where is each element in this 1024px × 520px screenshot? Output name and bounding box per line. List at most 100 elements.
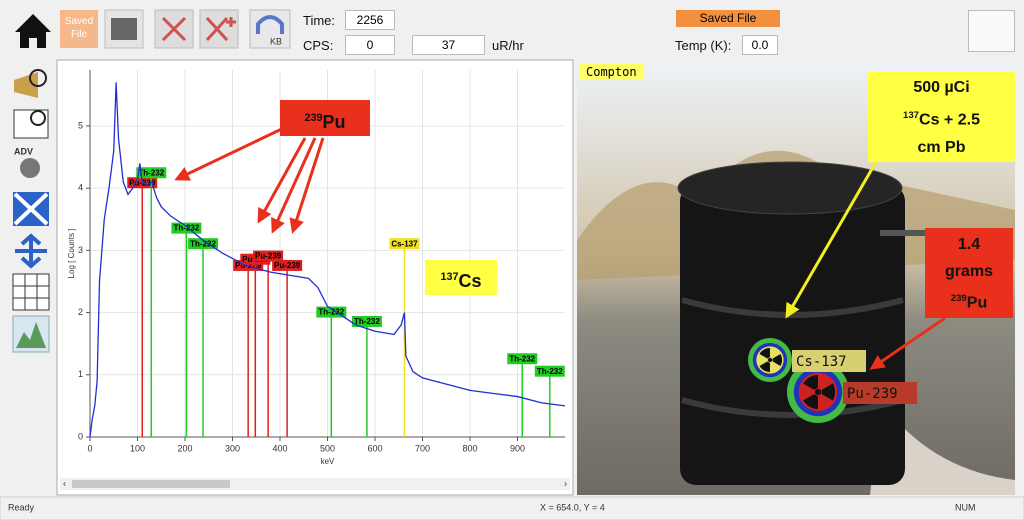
peak-label: Th-232 — [190, 239, 216, 248]
drum — [680, 185, 905, 485]
magnifier-icon — [29, 69, 47, 87]
x-axis-label: keV — [321, 457, 335, 466]
y-tick-label: 4 — [78, 183, 83, 193]
peak-tag — [272, 259, 303, 271]
arrow — [174, 123, 291, 181]
callout-line: grams — [944, 263, 994, 280]
arrow — [869, 316, 946, 370]
peak-tag — [316, 306, 347, 318]
mass-number: 239 — [304, 112, 323, 124]
marker-label: Cs-137 — [796, 354, 847, 370]
callout-line: 1.4 — [957, 236, 981, 253]
status-bar — [0, 496, 1024, 520]
y-tick-label: 0 — [78, 431, 83, 441]
cursor-coords: X = 654.0, Y = 4 — [540, 502, 605, 512]
arrow — [785, 154, 882, 319]
dose-unit: uR/hr — [492, 38, 524, 53]
scroll-thumb[interactable] — [72, 480, 230, 488]
peak-label: Th-232 — [318, 308, 344, 317]
x-tick-label: 600 — [367, 443, 382, 453]
x-tick-label: 900 — [510, 443, 525, 453]
trefoil-blade — [821, 383, 836, 401]
peak-label: Th-232 — [509, 354, 535, 363]
trefoil-blade — [759, 347, 770, 359]
peak-tag — [233, 259, 264, 271]
peak-tag — [188, 238, 219, 250]
y-tick-label: 2 — [78, 307, 83, 317]
peak-tag — [534, 365, 565, 377]
peak-label: Pu-239 — [235, 261, 262, 270]
x-tick-label: 400 — [272, 443, 287, 453]
scroll-right[interactable]: › — [564, 478, 567, 488]
x-tick-label: 500 — [320, 443, 335, 453]
home-icon[interactable] — [15, 14, 51, 48]
callout-line: 500 µCi — [913, 79, 970, 96]
marker-tag — [792, 350, 866, 372]
hose — [870, 400, 1015, 495]
callout-text: Cs + 2.5 — [919, 111, 980, 129]
kb-label: KB — [270, 36, 282, 46]
spectrum-line — [89, 82, 566, 438]
trefoil-blade — [803, 394, 818, 410]
callout-line: 137Cs + 2.5 — [868, 102, 1015, 134]
peak-tag — [389, 238, 420, 250]
gear-icon[interactable] — [20, 158, 40, 178]
element: Cs — [458, 271, 482, 291]
peak-label: Th-232 — [354, 317, 380, 326]
num-lock: NUM — [955, 502, 976, 512]
drum-lid — [677, 161, 903, 215]
x-tick-label: 0 — [87, 443, 92, 453]
magnet-icon — [256, 15, 284, 34]
mass-number: 239 — [950, 293, 967, 304]
marker-label: Pu-239 — [847, 386, 898, 402]
drum-handle — [880, 230, 935, 236]
dose-value: 37 — [412, 35, 485, 55]
time-label: Time: — [303, 13, 336, 28]
peak-label: Pu-239 — [274, 261, 301, 270]
clear-add-icon — [205, 16, 236, 42]
adv-label: ADV — [14, 146, 33, 156]
mass-number: 137 — [903, 110, 920, 121]
x-tick-label: 300 — [225, 443, 240, 453]
blank-panel — [968, 10, 1015, 52]
trefoil-center — [767, 357, 773, 363]
scroll-left[interactable]: ‹ — [63, 478, 66, 488]
tool-icon — [14, 72, 38, 98]
peak-tag — [253, 250, 284, 262]
trefoil-blade — [803, 374, 818, 390]
peak-label: Th-232 — [174, 224, 200, 233]
source-callout: 500 µCi 137Cs + 2.5 cm Pb — [868, 72, 1015, 162]
saved-file-button[interactable]: Saved File — [60, 10, 98, 48]
callout-text: Pu — [966, 294, 988, 312]
peak-tag — [171, 222, 202, 234]
marker-tag — [843, 382, 917, 404]
chart: 0 100 200 300 400 500 600 700 800 900 0 1 2 3 4 5 keV Log… — [67, 70, 566, 466]
trefoil-center — [814, 388, 822, 396]
mass-callout: 1.4 grams 239Pu — [925, 228, 1013, 318]
y-axis-label: Log [ Counts ] — [67, 229, 76, 279]
y-tick-label: 5 — [78, 120, 83, 130]
arrow — [271, 137, 317, 234]
film-icon-body — [111, 18, 137, 40]
status-text: Ready — [8, 502, 35, 512]
peak-label: Pu-239 — [255, 252, 282, 261]
callout-line: 239Pu — [925, 285, 1013, 316]
trefoil-blade — [759, 361, 770, 373]
mass-number: 137 — [440, 271, 459, 283]
arrow — [289, 137, 325, 234]
y-tick-label: 3 — [78, 245, 83, 255]
peak-label: Th-232 — [537, 367, 563, 376]
grid-button[interactable] — [12, 273, 50, 311]
callout-arrows — [174, 123, 946, 370]
status-badge: Saved File — [676, 10, 780, 27]
image-title: Compton — [580, 64, 643, 80]
pu-callout: 239Pu — [280, 100, 370, 136]
toolbar-icons: KB — [15, 9, 291, 49]
peak-label: Th-232 — [138, 168, 164, 177]
temp-label: Temp (K): — [675, 38, 732, 53]
y-tick-label: 1 — [78, 369, 83, 379]
cs-callout: 137Cs — [425, 260, 497, 295]
clear-icon — [161, 16, 187, 42]
element: Pu — [322, 112, 346, 132]
